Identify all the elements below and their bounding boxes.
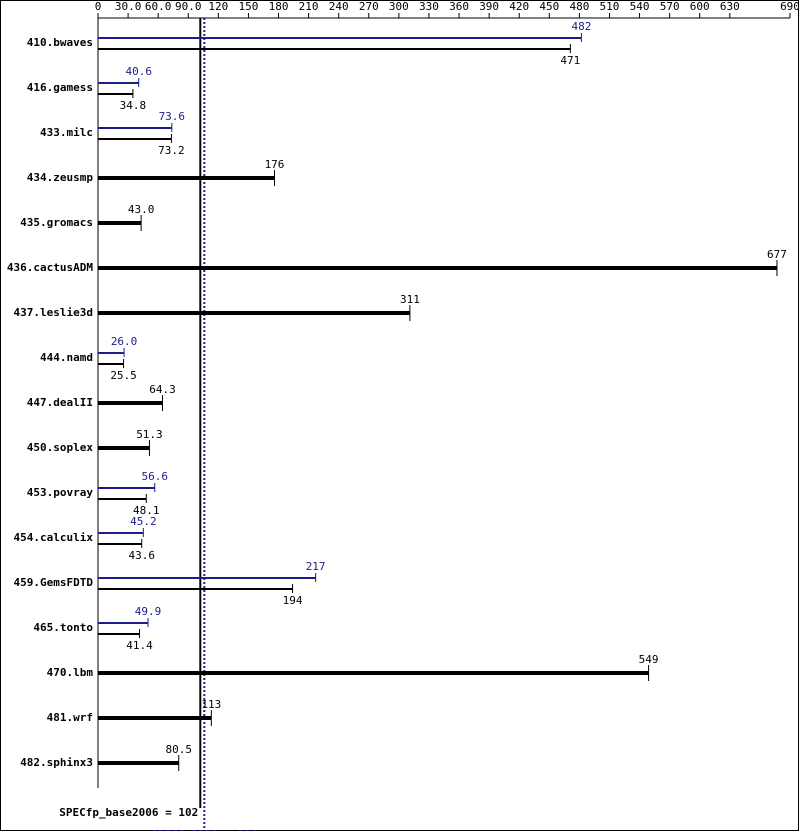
- category-label: 435.gromacs: [20, 216, 93, 229]
- value-label: 51.3: [136, 428, 163, 441]
- bar: [98, 138, 172, 140]
- value-label: 64.3: [149, 383, 176, 396]
- value-label: 48.1: [133, 504, 160, 517]
- value-label: 549: [639, 653, 659, 666]
- bar: [98, 588, 293, 590]
- category-label: 410.bwaves: [27, 36, 93, 49]
- category-label: 444.namd: [40, 351, 93, 364]
- value-label: 194: [283, 594, 303, 607]
- category-label: 437.leslie3d: [14, 306, 93, 319]
- category-label: 459.GemsFDTD: [14, 576, 94, 589]
- bar: [98, 487, 155, 489]
- x-tick-label: 390: [479, 0, 499, 13]
- bar: [98, 127, 172, 129]
- category-label: 454.calculix: [14, 531, 94, 544]
- value-label: 73.6: [159, 110, 186, 123]
- bar: [98, 82, 139, 84]
- x-tick-label: 690: [780, 0, 799, 13]
- category-label: 450.soplex: [27, 441, 94, 454]
- x-tick-label: 210: [299, 0, 319, 13]
- x-tick-label: 600: [690, 0, 710, 13]
- x-tick-label: 0: [95, 0, 102, 13]
- x-tick-label: 90.0: [175, 0, 202, 13]
- x-tick-label: 30.0: [115, 0, 142, 13]
- bar: [98, 176, 275, 180]
- bar: [98, 716, 212, 720]
- bar: [98, 266, 777, 270]
- category-label: 470.lbm: [47, 666, 94, 679]
- bar: [98, 761, 179, 765]
- value-label: 176: [265, 158, 285, 171]
- x-tick-label: 480: [569, 0, 589, 13]
- x-tick-label: 330: [419, 0, 439, 13]
- value-label: 80.5: [165, 743, 192, 756]
- bar: [98, 93, 133, 95]
- reference-label: SPECfp2006 = 106: [151, 828, 257, 831]
- reference-label: SPECfp_base2006 = 102: [59, 806, 198, 819]
- bar: [98, 48, 571, 50]
- value-label: 26.0: [111, 335, 138, 348]
- bar: [98, 352, 125, 354]
- value-label: 34.8: [120, 99, 147, 112]
- bar: [98, 311, 410, 315]
- bar: [98, 498, 147, 500]
- bar: [98, 622, 149, 624]
- category-label: 453.povray: [27, 486, 94, 499]
- x-tick-label: 300: [389, 0, 409, 13]
- bar: [98, 401, 163, 405]
- value-label: 217: [306, 560, 326, 573]
- bar: [98, 446, 150, 450]
- category-label: 436.cactusADM: [7, 261, 93, 274]
- category-label: 447.dealII: [27, 396, 93, 409]
- category-label: 433.milc: [40, 126, 93, 139]
- value-label: 471: [560, 54, 580, 67]
- x-tick-label: 60.0: [145, 0, 172, 13]
- bar: [98, 671, 649, 675]
- value-label: 56.6: [142, 470, 169, 483]
- x-tick-label: 450: [539, 0, 559, 13]
- value-label: 113: [201, 698, 221, 711]
- x-tick-label: 630: [720, 0, 740, 13]
- bar: [98, 363, 124, 365]
- category-label: 482.sphinx3: [20, 756, 93, 769]
- bar: [98, 633, 140, 635]
- value-label: 43.0: [128, 203, 155, 216]
- x-tick-label: 510: [600, 0, 620, 13]
- value-label: 25.5: [110, 369, 137, 382]
- category-label: 481.wrf: [47, 711, 93, 724]
- x-tick-label: 120: [208, 0, 228, 13]
- category-label: 434.zeusmp: [27, 171, 94, 184]
- category-label: 465.tonto: [33, 621, 93, 634]
- bar: [98, 37, 582, 39]
- value-label: 40.6: [125, 65, 152, 78]
- x-tick-label: 270: [359, 0, 379, 13]
- value-label: 49.9: [135, 605, 162, 618]
- x-tick-label: 240: [329, 0, 349, 13]
- x-tick-label: 150: [238, 0, 258, 13]
- x-tick-label: 540: [630, 0, 650, 13]
- value-label: 41.4: [126, 639, 153, 652]
- value-label: 482: [571, 20, 591, 33]
- value-label: 73.2: [158, 144, 185, 157]
- bar: [98, 532, 144, 534]
- x-tick-label: 570: [660, 0, 680, 13]
- bar: [98, 543, 142, 545]
- value-label: 311: [400, 293, 420, 306]
- bar: [98, 577, 316, 579]
- value-label: 43.6: [128, 549, 155, 562]
- x-tick-label: 420: [509, 0, 529, 13]
- x-tick-label: 360: [449, 0, 469, 13]
- value-label: 45.2: [130, 515, 157, 528]
- value-label: 677: [767, 248, 787, 261]
- bar: [98, 221, 142, 225]
- category-label: 416.gamess: [27, 81, 93, 94]
- x-tick-label: 180: [269, 0, 289, 13]
